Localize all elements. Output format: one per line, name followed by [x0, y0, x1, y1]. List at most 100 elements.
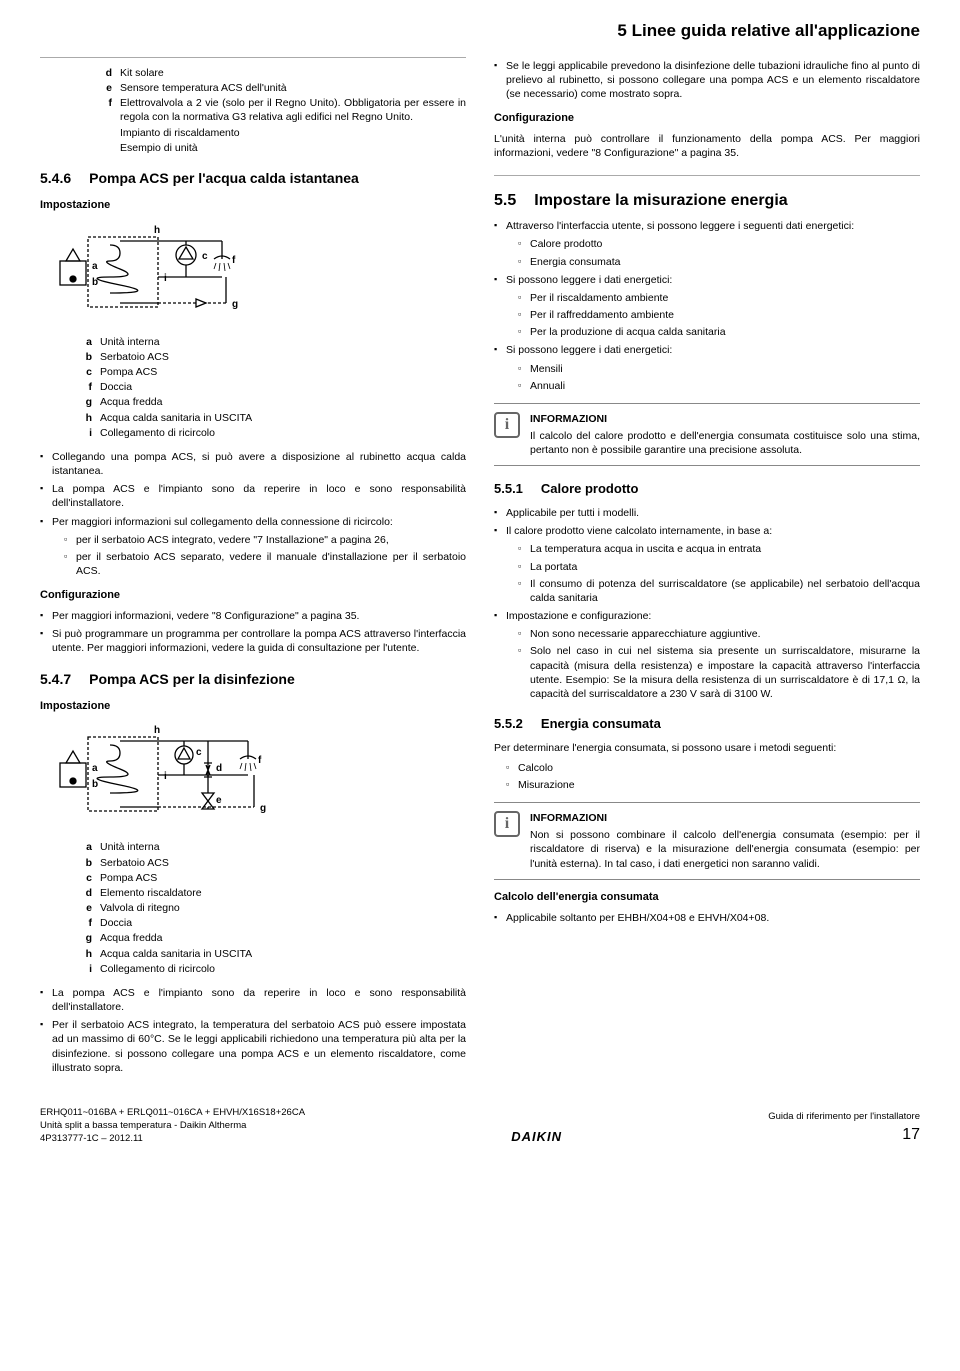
- svg-text:e: e: [216, 795, 222, 806]
- legend-2: aUnità interna bSerbatoio ACS cPompa ACS…: [78, 840, 466, 976]
- def-key: h: [78, 947, 92, 961]
- info-title: INFORMAZIONI: [530, 811, 920, 825]
- def-key: i: [78, 962, 92, 976]
- def-key: e: [98, 81, 112, 95]
- bullet-list: Applicabile soltanto per EHBH/X04+08 e E…: [494, 911, 920, 925]
- info-text: Il calcolo del calore prodotto e dell'en…: [530, 429, 920, 457]
- svg-text:f: f: [232, 255, 236, 266]
- heading-text: Pompa ACS per la disinfezione: [89, 670, 295, 689]
- list-item: Il consumo di potenza del surriscaldator…: [518, 577, 920, 605]
- list-item: Annuali: [518, 379, 920, 393]
- svg-text:h: h: [154, 725, 160, 736]
- def-val: Serbatoio ACS: [100, 856, 466, 870]
- list-item: Per il serbatoio ACS integrato, la tempe…: [40, 1018, 466, 1075]
- heading-num: 5.5.1: [494, 480, 523, 498]
- def-list-top: dKit solare eSensore temperatura ACS del…: [98, 66, 466, 155]
- svg-text:i: i: [164, 771, 167, 782]
- list-item: Se le leggi applicabile prevedono la dis…: [494, 59, 920, 102]
- page-header: 5 Linee guida relative all'applicazione: [40, 20, 920, 43]
- def-val: Acqua fredda: [100, 395, 466, 409]
- heading-text: Pompa ACS per l'acqua calda istantanea: [89, 169, 359, 188]
- def-key: i: [78, 426, 92, 440]
- svg-text:b: b: [92, 779, 98, 790]
- svg-text:f: f: [258, 755, 262, 766]
- def-key: a: [78, 840, 92, 854]
- heading-num: 5.4.6: [40, 169, 71, 188]
- def-val: Collegamento di ricircolo: [100, 962, 466, 976]
- def-key: b: [78, 856, 92, 870]
- footer-docnum: 4P313777-1C – 2012.11: [40, 1133, 305, 1146]
- right-column: Se le leggi applicabile prevedono la dis…: [494, 55, 920, 1079]
- list-item: Per maggiori informazioni sul collegamen…: [40, 515, 466, 579]
- list-item: Applicabile per tutti i modelli.: [494, 506, 920, 520]
- list-item: Mensili: [518, 362, 920, 376]
- heading-text: Calore prodotto: [541, 480, 639, 498]
- list-item: Il calore prodotto viene calcolato inter…: [494, 524, 920, 605]
- info-text: Non si possono combinare il calcolo dell…: [530, 828, 920, 871]
- list-item: Per il raffreddamento ambiente: [518, 308, 920, 322]
- page-number: 17: [768, 1124, 920, 1146]
- svg-text:c: c: [202, 251, 208, 262]
- heading-num: 5.4.7: [40, 670, 71, 689]
- def-key: d: [98, 66, 112, 80]
- heading-547: 5.4.7 Pompa ACS per la disinfezione: [40, 670, 466, 689]
- list-item: Energia consumata: [518, 255, 920, 269]
- svg-text:b: b: [92, 277, 98, 288]
- footer-doctype: Guida di riferimento per l'installatore: [768, 1111, 920, 1124]
- heading-num: 5.5: [494, 190, 516, 212]
- bullet-list: Per maggiori informazioni, vedere "8 Con…: [40, 609, 466, 656]
- list-item: per il serbatoio ACS integrato, vedere "…: [64, 533, 466, 547]
- def-key: e: [78, 901, 92, 915]
- list-item: Si può programmare un programma per cont…: [40, 627, 466, 655]
- diagram-1: a b c f g h i: [58, 219, 466, 329]
- def-val: Acqua calda sanitaria in USCITA: [100, 947, 466, 961]
- list-item: per il serbatoio ACS separato, vedere il…: [64, 550, 466, 578]
- def-val: Elettrovalvola a 2 vie (solo per il Regn…: [120, 96, 466, 124]
- heading-num: 5.5.2: [494, 715, 523, 733]
- def-key: g: [78, 931, 92, 945]
- svg-text:i: i: [164, 273, 167, 284]
- subheading-impostazione: Impostazione: [40, 198, 466, 213]
- list-item: Si possono leggere i dati energetici: Pe…: [494, 273, 920, 340]
- bullet-list: Se le leggi applicabile prevedono la dis…: [494, 59, 920, 102]
- footer-model: ERHQ011~016BA + ERLQ011~016CA + EHVH/X16…: [40, 1107, 305, 1120]
- def-val: Unità interna: [100, 840, 466, 854]
- left-column: dKit solare eSensore temperatura ACS del…: [40, 55, 466, 1079]
- def-val: Collegamento di ricircolo: [100, 426, 466, 440]
- def-key: g: [78, 395, 92, 409]
- diagram-2: a b c d e f g h i: [58, 719, 466, 834]
- bullet-list: Attraverso l'interfaccia utente, si poss…: [494, 219, 920, 393]
- footer-product: Unità split a bassa temperatura - Daikin…: [40, 1120, 305, 1133]
- def-val: Pompa ACS: [100, 871, 466, 885]
- info-title: INFORMAZIONI: [530, 412, 920, 426]
- svg-text:a: a: [92, 763, 98, 774]
- paragraph: L'unità interna può controllare il funzi…: [494, 132, 920, 160]
- def-val: Sensore temperatura ACS dell'unità: [120, 81, 466, 95]
- list-item: Calore prodotto: [518, 237, 920, 251]
- list-item: Per il riscaldamento ambiente: [518, 291, 920, 305]
- def-val: Esempio di unità: [120, 141, 466, 155]
- bullet-list: La pompa ACS e l'impianto sono da reperi…: [40, 986, 466, 1075]
- bullet-list: Collegando una pompa ACS, si può avere a…: [40, 450, 466, 578]
- list-item: La pompa ACS e l'impianto sono da reperi…: [40, 482, 466, 510]
- def-key: b: [78, 350, 92, 364]
- list-item: Impostazione e configurazione: Non sono …: [494, 609, 920, 701]
- subheading-config: Configurazione: [40, 588, 466, 603]
- legend-1: aUnità interna bSerbatoio ACS cPompa ACS…: [78, 335, 466, 440]
- list-item: La portata: [518, 560, 920, 574]
- def-val: Impianto di riscaldamento: [120, 126, 466, 140]
- page-footer: ERHQ011~016BA + ERLQ011~016CA + EHVH/X16…: [40, 1107, 920, 1145]
- def-key: d: [78, 886, 92, 900]
- def-val: Pompa ACS: [100, 365, 466, 379]
- list-item: La pompa ACS e l'impianto sono da reperi…: [40, 986, 466, 1014]
- heading-text: Impostare la misurazione energia: [534, 190, 787, 212]
- list-item: Per maggiori informazioni, vedere "8 Con…: [40, 609, 466, 623]
- def-key: f: [98, 96, 112, 124]
- list-item: Collegando una pompa ACS, si può avere a…: [40, 450, 466, 478]
- svg-text:g: g: [260, 803, 266, 814]
- def-val: Serbatoio ACS: [100, 350, 466, 364]
- list-item: Per la produzione di acqua calda sanitar…: [518, 325, 920, 339]
- info-icon: i: [494, 811, 520, 837]
- def-val: Unità interna: [100, 335, 466, 349]
- list-item: Calcolo: [506, 761, 920, 775]
